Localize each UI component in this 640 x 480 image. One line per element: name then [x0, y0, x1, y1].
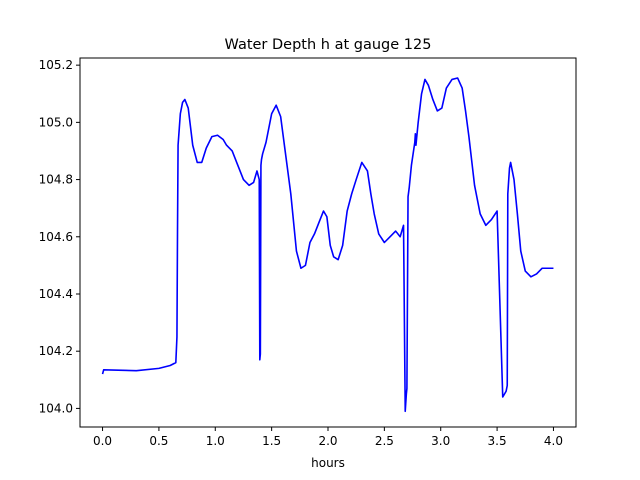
x-tick-label: 1.5: [262, 434, 281, 448]
y-tick-label: 105.2: [39, 58, 73, 72]
y-tick-label: 104.0: [39, 401, 73, 415]
x-tick-label: 2.5: [375, 434, 394, 448]
y-tick-label: 104.4: [39, 287, 73, 301]
x-axis-label: hours: [311, 456, 345, 470]
x-tick-label: 2.0: [318, 434, 337, 448]
line-layer: [101, 77, 554, 413]
chart-title: Water Depth h at gauge 125: [225, 37, 432, 53]
x-tick-label: 0.5: [149, 434, 168, 448]
x-tick-label: 3.5: [488, 434, 507, 448]
y-tick-label: 104.6: [39, 230, 73, 244]
series-line-0: [101, 77, 554, 413]
y-axis-ticks: 104.0 104.2 104.4 104.6 104.8 105.0 105.2: [39, 58, 80, 415]
x-tick-label: 1.0: [206, 434, 225, 448]
x-axis-ticks: 0.0 0.5 1.0 1.5 2.0 2.5 3.0 3.5 4.0: [93, 427, 563, 448]
x-tick-label: 3.0: [431, 434, 450, 448]
x-tick-label: 0.0: [93, 434, 112, 448]
y-tick-label: 104.2: [39, 344, 73, 358]
y-tick-label: 104.8: [39, 173, 73, 187]
plot-area-frame: [79, 57, 577, 428]
y-tick-label: 105.0: [39, 115, 73, 129]
x-tick-label: 4.0: [544, 434, 563, 448]
